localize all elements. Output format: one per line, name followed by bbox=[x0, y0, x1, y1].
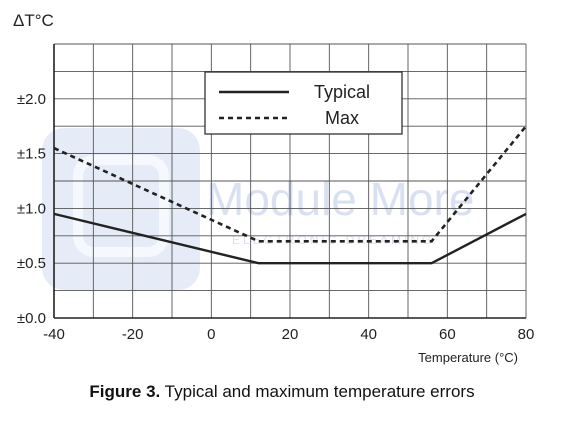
x-tick-label: 60 bbox=[439, 326, 456, 343]
y-tick-label: ±0.0 bbox=[17, 310, 46, 327]
figure-caption: Figure 3. Typical and maximum temperatur… bbox=[0, 382, 564, 402]
module-more-watermark: Module More ELECTRONIC DREAMING bbox=[42, 128, 474, 290]
legend-label-typical: Typical bbox=[314, 82, 370, 102]
y-tick-label: ±1.5 bbox=[17, 146, 46, 163]
caption-text: Typical and maximum temperature errors bbox=[160, 382, 475, 401]
x-tick-label: -20 bbox=[122, 326, 144, 343]
axes: -40 -20 0 20 40 60 80 ±0.0 ±0.5 ±1.0 ±1.5 ±2.0 ΔT°C T… bbox=[13, 11, 534, 365]
legend-box bbox=[204, 71, 403, 135]
y-tick-label: ±1.0 bbox=[17, 200, 46, 217]
x-tick-label: 20 bbox=[282, 326, 299, 343]
y-axis-title: ΔT°C bbox=[13, 11, 54, 30]
x-tick-label: 0 bbox=[207, 326, 215, 343]
x-axis-title: Temperature (°C) bbox=[418, 350, 518, 365]
x-tick-label: -40 bbox=[43, 326, 65, 343]
y-tick-label: ±2.0 bbox=[17, 91, 46, 108]
caption-label: Figure 3. bbox=[89, 382, 161, 401]
series bbox=[53, 125, 528, 265]
legend-label-max: Max bbox=[325, 108, 359, 128]
series-line-max bbox=[53, 125, 528, 243]
x-tick-label: 80 bbox=[518, 326, 535, 343]
x-tick-label: 40 bbox=[360, 326, 377, 343]
legend: Typical Max bbox=[204, 71, 403, 135]
y-tick-label: ±0.5 bbox=[17, 255, 46, 272]
watermark-logo-glyph bbox=[73, 155, 169, 257]
series-line-typical bbox=[53, 212, 527, 265]
